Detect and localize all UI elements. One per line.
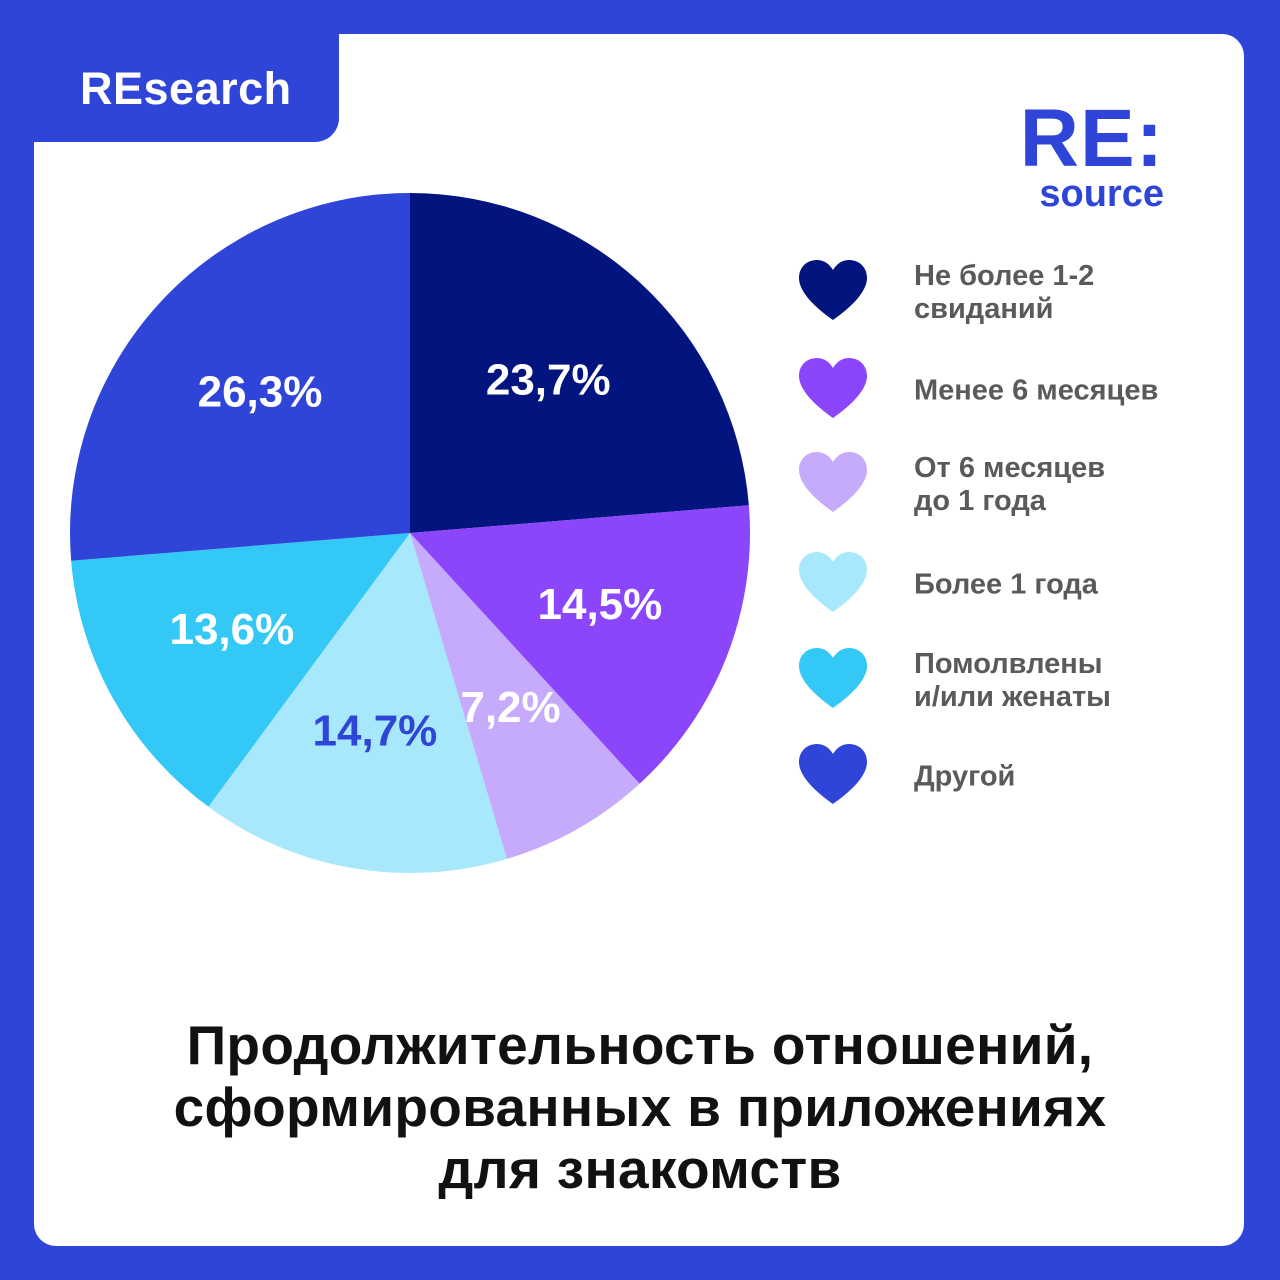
pie-slice-label-0: 23,7% (486, 356, 611, 405)
legend-label: Помолвлены и/или женаты (914, 648, 1214, 714)
brand-logo-main: RE: (1019, 93, 1164, 184)
legend-item: Другой (796, 742, 1226, 812)
legend-label-line: Менее 6 месяцев (914, 374, 1159, 407)
chart-title-line: для знакомств (438, 1138, 842, 1200)
legend-label: Более 1 года (914, 569, 1214, 602)
legend-label-line: Более 1 года (914, 568, 1098, 601)
pie-slice-label-4: 13,6% (169, 605, 294, 654)
legend-item: Помолвлены и/или женаты (796, 646, 1226, 716)
legend-item: Более 1 года (796, 550, 1226, 620)
brand-logo-sub: source (1039, 173, 1164, 215)
pie-slice-1 (410, 505, 750, 784)
brand-logo: RE: source (1019, 93, 1164, 215)
chart-title-line: Продолжительность отношений, (186, 1014, 1094, 1076)
legend-label-line: и/или женаты (914, 681, 1111, 713)
heart-icon (799, 260, 867, 320)
heart-icon (799, 552, 867, 612)
heart-icon (799, 648, 867, 708)
pie-slice-4 (71, 533, 411, 807)
legend-item: От 6 месяцев до 1 года (796, 450, 1226, 520)
heart-icon (799, 744, 867, 804)
legend-label: Менее 6 месяцев (914, 375, 1214, 408)
pie-slice-3 (208, 533, 507, 874)
pie-slice-5 (69, 193, 410, 561)
legend-label-line: свиданий (914, 293, 1054, 325)
legend-label: Другой (914, 761, 1214, 794)
heart-icon (799, 452, 867, 512)
research-badge-label: REsearch (80, 63, 292, 114)
legend-item: Не более 1-2 свиданий (796, 258, 1226, 328)
pie-slice-0 (410, 193, 749, 533)
pie-slice-label-1: 14,5% (538, 580, 663, 629)
pie-slice-2 (410, 533, 640, 859)
legend-label: Не более 1-2 свиданий (914, 260, 1214, 326)
legend-label-line: Помолвлены (914, 648, 1103, 680)
legend-label-line: до 1 года (914, 485, 1046, 517)
legend-label: От 6 месяцев до 1 года (914, 452, 1214, 518)
chart-title-line: сформированных в приложениях (173, 1076, 1107, 1138)
heart-icon (799, 358, 867, 418)
chart-title: Продолжительность отношений, сформированн… (0, 1014, 1280, 1200)
pie-slice-label-2: 7,2% (460, 683, 560, 732)
pie-slice-label-3: 14,7% (313, 707, 438, 756)
research-badge: REsearch (34, 34, 339, 142)
legend-label-line: Другой (914, 760, 1016, 793)
legend-label-line: Не более 1-2 (914, 260, 1095, 292)
legend-item: Менее 6 месяцев (796, 356, 1226, 426)
pie-slice-label-5: 26,3% (198, 367, 323, 416)
legend-label-line: От 6 месяцев (914, 452, 1106, 484)
